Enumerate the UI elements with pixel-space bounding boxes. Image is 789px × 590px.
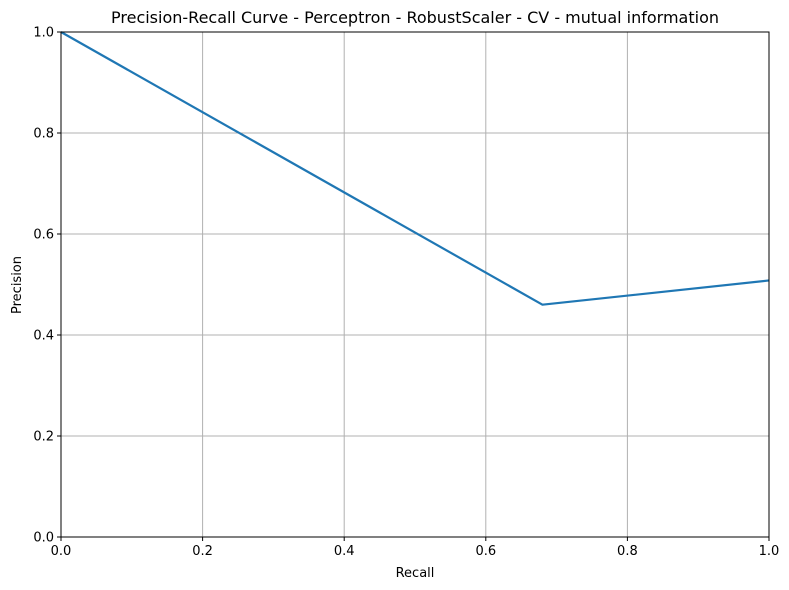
x-tick-label: 1.0 [759,544,780,559]
x-tick-label: 0.2 [192,544,213,559]
chart-title: Precision-Recall Curve - Perceptron - Ro… [111,8,719,27]
precision-recall-line [60,31,770,306]
x-tick-label: 0.0 [51,544,72,559]
y-tick-label: 0.0 [33,531,54,546]
y-tick-label: 0.2 [33,430,54,445]
grid [60,31,770,538]
tick-layer: 0.0 0.2 0.4 0.6 0.8 1.0 0.0 0.2 0.4 0.6 0.8 1.0 [33,26,779,560]
y-tick-label: 0.6 [33,228,54,243]
x-tick-label: 0.4 [334,544,355,559]
y-tick-label: 1.0 [33,26,54,41]
y-tick-label: 0.8 [33,127,54,142]
x-tick-label: 0.6 [475,544,496,559]
x-tick-label: 0.8 [617,544,638,559]
x-axis-label: Recall [396,566,435,581]
y-axis-label: Precision [10,256,25,314]
series-layer [60,31,770,306]
y-tick-label: 0.4 [33,329,54,344]
plot-frame [60,31,770,538]
